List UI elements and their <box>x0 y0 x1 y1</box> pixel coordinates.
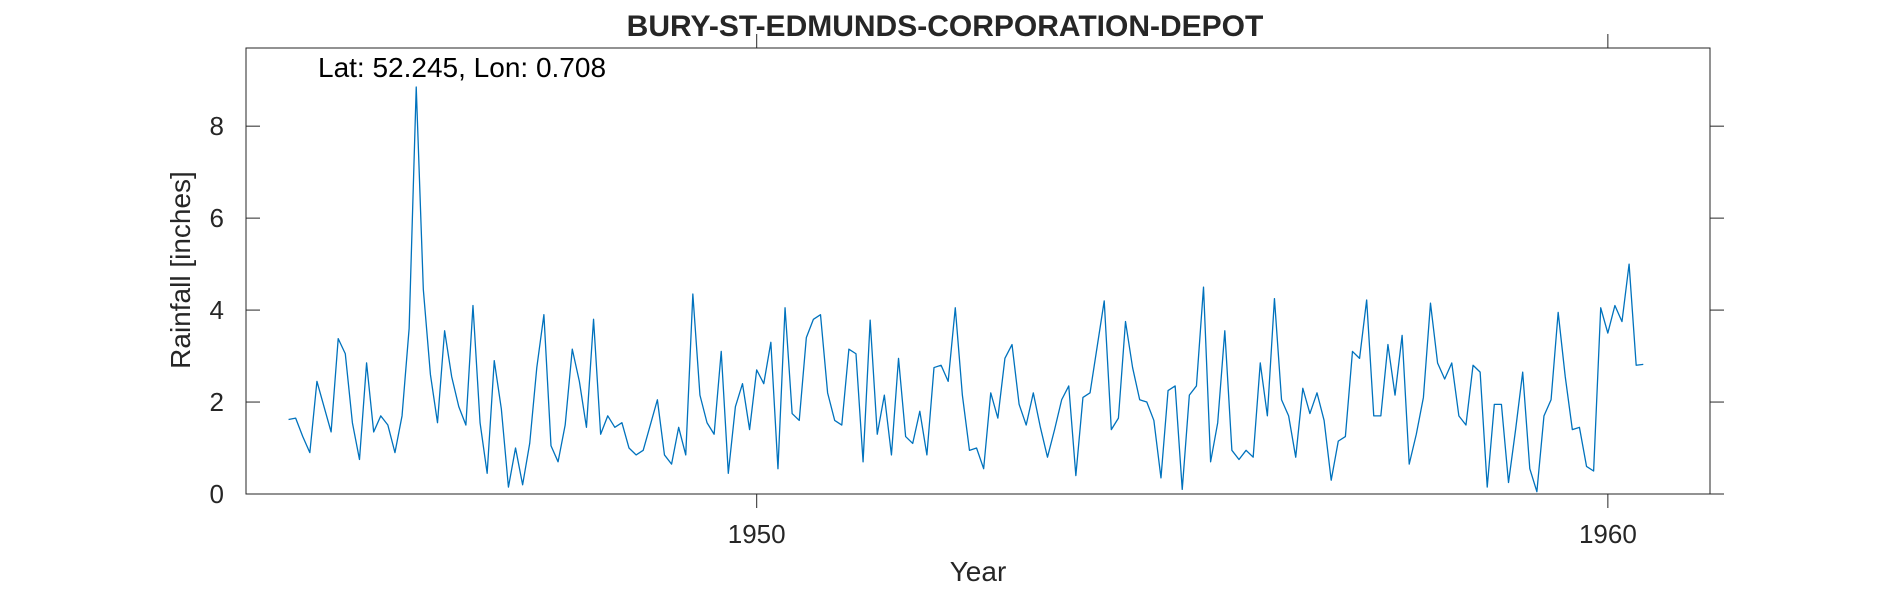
plot-area-frame <box>246 48 1710 494</box>
y-tick-label: 2 <box>210 387 224 417</box>
data-points <box>289 87 1644 492</box>
x-tick-label: 1950 <box>728 519 786 549</box>
y-tick-label: 8 <box>210 111 224 141</box>
x-tick-label: 1960 <box>1579 519 1637 549</box>
y-tick-label: 6 <box>210 203 224 233</box>
x-axis-label: Year <box>950 556 1007 587</box>
y-axis-label: Rainfall [inches] <box>165 171 196 369</box>
rainfall-series-line <box>289 87 1644 492</box>
axis-ticks <box>246 34 1724 508</box>
axis-tick-labels: 0 2 4 6 8 1950 1960 <box>210 111 1637 549</box>
chart-title: BURY-ST-EDMUNDS-CORPORATION-DEPOT <box>627 10 1264 43</box>
y-tick-label: 4 <box>210 295 224 325</box>
y-tick-label: 0 <box>210 479 224 509</box>
station-coordinates-annotation: Lat: 52.245, Lon: 0.708 <box>318 52 606 83</box>
